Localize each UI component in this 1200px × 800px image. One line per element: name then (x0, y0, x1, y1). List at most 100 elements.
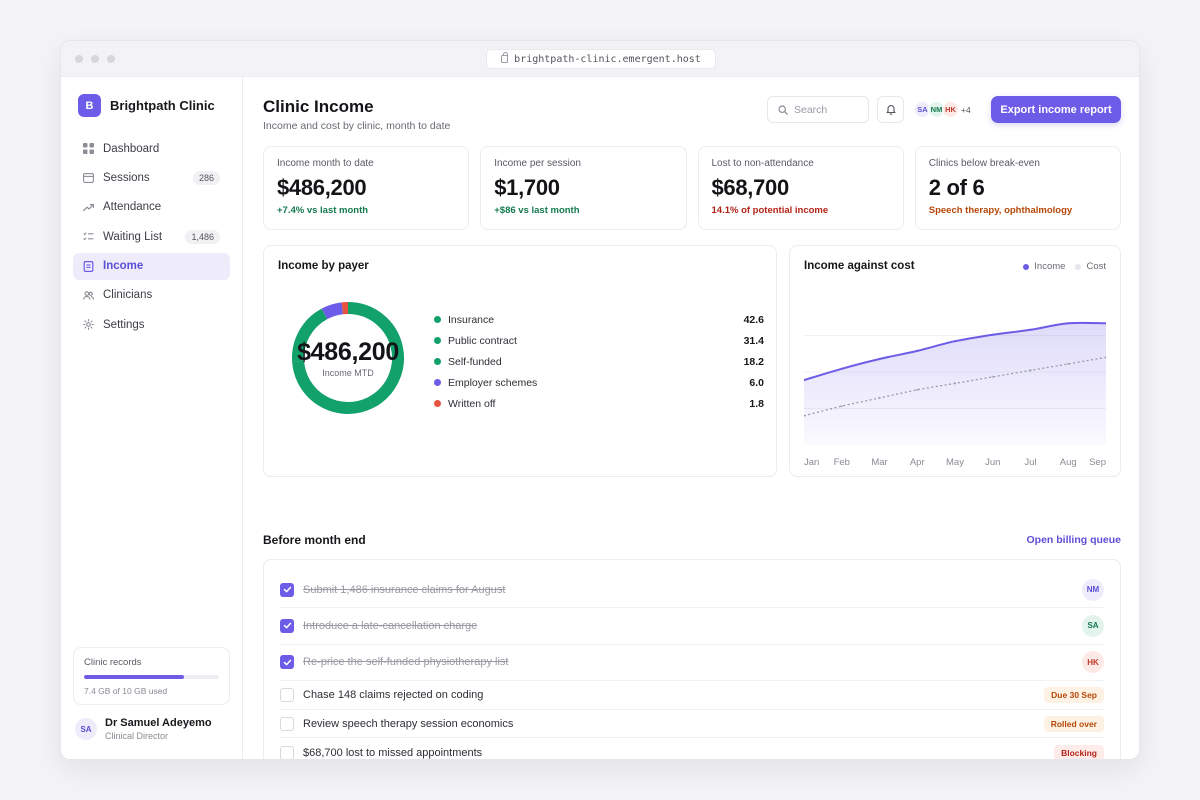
assignee-avatar[interactable]: NM (1082, 578, 1104, 601)
sidebar-item-sessions[interactable]: Sessions 286 (73, 164, 230, 191)
search-input[interactable] (794, 103, 864, 116)
task-checkbox[interactable] (280, 716, 294, 731)
cost-point[interactable] (991, 375, 994, 379)
task-checkbox[interactable] (280, 582, 294, 597)
task-row: Review speech therapy session economics R… (280, 710, 1104, 739)
maximize-dot-icon[interactable] (107, 55, 115, 63)
cost-point[interactable] (1104, 356, 1106, 359)
income-point[interactable] (991, 333, 994, 336)
task-checkbox[interactable] (280, 618, 294, 633)
lock-icon (501, 52, 509, 63)
avatars-more: +4 (961, 104, 971, 115)
assignee-avatar[interactable]: SA (1082, 614, 1104, 637)
income-cost-chart: Jan Feb Mar Apr May Jun Jul Aug Sep (804, 321, 1106, 468)
task-text[interactable]: Introduce a late-cancellation charge (303, 619, 478, 632)
notifications-button[interactable] (877, 96, 904, 123)
users-icon (82, 289, 94, 301)
cost-point[interactable] (840, 404, 843, 408)
brand[interactable]: B Brightpath Clinic (78, 94, 215, 117)
kpi-delta: Speech therapy, ophthalmology (928, 205, 1073, 216)
income-point[interactable] (804, 378, 806, 382)
search-icon (778, 104, 788, 115)
task-checkbox[interactable] (280, 745, 294, 759)
payer-value: 31.4 (743, 334, 764, 347)
sidebar-item-attendance[interactable]: Attendance (73, 194, 230, 221)
brand-logo: B (78, 94, 101, 117)
legend-dot (434, 337, 441, 344)
search-box[interactable] (767, 96, 869, 123)
open-billing-queue-link[interactable]: Open billing queue (1026, 534, 1122, 546)
x-tick-label: Jan (804, 457, 819, 468)
document-icon (82, 260, 94, 272)
donut-slice-employer-schemes[interactable] (321, 302, 344, 320)
legend-income-label: Income (1034, 261, 1066, 272)
sidebar-item-dashboard[interactable]: Dashboard (73, 135, 230, 162)
user-profile[interactable]: SA Dr Samuel Adeyemo Clinical Director (75, 717, 212, 741)
income-point[interactable] (878, 357, 881, 361)
sidebar-item-clinicians[interactable]: Clinicians (73, 282, 230, 309)
kpi-value: 2 of 6 (928, 175, 985, 200)
income-point[interactable] (1067, 322, 1070, 325)
settings-icon (82, 319, 94, 331)
check-icon (283, 586, 291, 593)
status-badge: Blocking (1054, 744, 1104, 759)
assignee-avatar[interactable]: HK (1082, 651, 1104, 674)
task-text[interactable]: Chase 148 claims rejected on coding (303, 688, 484, 701)
task-text[interactable]: Submit 1,486 insurance claims for August (303, 583, 506, 596)
legend-income: Income (1023, 261, 1065, 272)
task-row: $68,700 lost to missed appointments Block… (280, 738, 1104, 759)
donut-center-value: $486,200 (297, 338, 399, 366)
legend-cost-label: Cost (1086, 261, 1106, 272)
payer-name: Employer schemes (448, 376, 538, 389)
x-tick-label: Sep (1089, 457, 1106, 468)
income-point[interactable] (916, 349, 919, 353)
cost-point[interactable] (953, 382, 957, 385)
sidebar-item-income[interactable]: Income (73, 252, 230, 280)
minimize-dot-icon[interactable] (91, 55, 99, 63)
cost-point[interactable] (916, 388, 919, 392)
sidebar-item-settings[interactable]: Settings (73, 311, 230, 338)
kpi-value: $1,700 (494, 175, 560, 200)
legend-dot (434, 379, 441, 386)
income-point[interactable] (840, 367, 843, 370)
income-point[interactable] (953, 339, 957, 343)
close-dot-icon[interactable] (75, 55, 83, 63)
donut-slice-insurance[interactable] (347, 302, 404, 409)
task-text[interactable]: $68,700 lost to missed appointments (303, 746, 483, 759)
income-point[interactable] (1029, 328, 1032, 332)
task-text[interactable]: Re-price the self-funded physiotherapy l… (303, 656, 509, 669)
main-content: Clinic Income Income and cost by clinic,… (243, 77, 1139, 759)
team-avatars[interactable]: SA NM HK +4 (914, 101, 971, 118)
task-text[interactable]: Review speech therapy session economics (303, 717, 514, 730)
x-tick-label: Apr (910, 457, 925, 468)
legend-dot (434, 358, 441, 365)
cost-point[interactable] (1067, 362, 1070, 366)
kpi-label: Income per session (494, 158, 581, 169)
task-checkbox[interactable] (280, 687, 294, 702)
cost-point[interactable] (1029, 369, 1032, 372)
income-against-cost-card: Income against cost Income Cost Jan Feb Ma… (789, 245, 1121, 477)
dashboard-grid-icon (82, 143, 94, 155)
payer-legend-row: Written off 1.8 (434, 393, 764, 414)
sidebar-item-label: Waiting List (103, 230, 163, 243)
checklist-icon (82, 231, 94, 243)
x-tick-label: Feb (834, 457, 850, 468)
sidebar: B Brightpath Clinic Dashboard Sessions 286… (61, 77, 243, 759)
payer-value: 1.8 (749, 397, 764, 410)
donut-slice-self-funded[interactable] (292, 308, 328, 362)
payer-legend-row: Insurance 42.6 (434, 309, 764, 330)
income-point[interactable] (1104, 322, 1106, 325)
address-bar[interactable]: brightpath-clinic.emergent.host (486, 49, 716, 69)
task-checkbox[interactable] (280, 655, 294, 670)
sidebar-nav: Dashboard Sessions 286 Attendance Waiting Li… (73, 135, 230, 341)
donut-slice-public-contract[interactable] (292, 360, 374, 414)
card-title: Income against cost (804, 260, 915, 272)
sidebar-item-label: Clinicians (103, 289, 153, 302)
cost-point[interactable] (804, 414, 806, 417)
kpi-delta: +7.4% vs last month (277, 205, 369, 216)
sidebar-item-waiting-list[interactable]: Waiting List 1,486 (73, 223, 230, 250)
cost-point[interactable] (878, 396, 881, 400)
export-income-report-button[interactable]: Export income report (991, 96, 1121, 123)
status-badge: Due 30 Sep (1044, 686, 1104, 703)
kpi-card: Clinics below break-even 2 of 6 Speech the… (914, 146, 1121, 230)
